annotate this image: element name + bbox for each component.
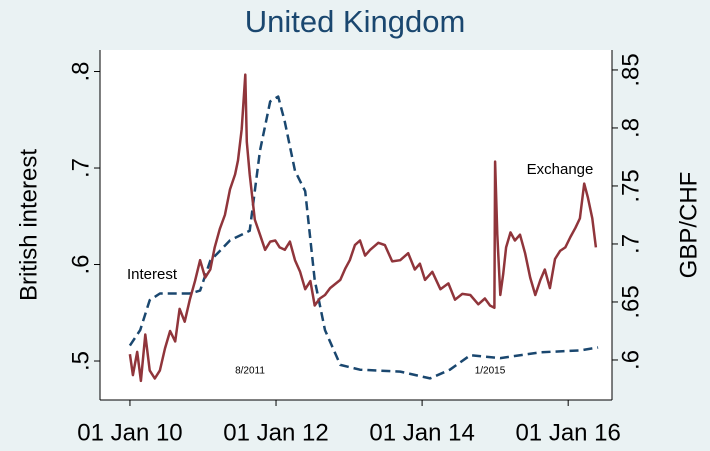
y-tick-label: .8 — [67, 62, 94, 82]
y-axis-title: British interest — [15, 149, 42, 301]
series-line — [128, 95, 599, 380]
chart-title: United Kingdom — [245, 4, 466, 39]
annotation: Interest — [127, 266, 178, 283]
plot-area — [100, 50, 612, 400]
y-tick-label: .6 — [67, 255, 94, 275]
x-tick-label: 01 Jan 10 — [77, 419, 182, 446]
y2-tick-label: .65 — [617, 285, 644, 318]
y2-tick-label: .85 — [617, 53, 644, 86]
y-tick-label: .7 — [67, 158, 94, 178]
x-tick-label: 01 Jan 14 — [369, 419, 474, 446]
annotation: 8/2011 — [235, 366, 265, 377]
series-line — [128, 73, 598, 383]
y-tick-label: .5 — [67, 351, 94, 371]
y2-tick-label: .8 — [617, 118, 644, 138]
y2-tick-label: .75 — [617, 169, 644, 202]
y2-tick-label: .7 — [617, 234, 644, 254]
annotation: 1/2015 — [475, 366, 506, 377]
x-tick-label: 01 Jan 12 — [223, 419, 328, 446]
y2-axis-title: GBP/CHF — [675, 172, 702, 279]
y2-tick-label: .6 — [617, 350, 644, 370]
x-tick-label: 01 Jan 16 — [515, 419, 620, 446]
annotation: Exchange — [527, 161, 594, 178]
